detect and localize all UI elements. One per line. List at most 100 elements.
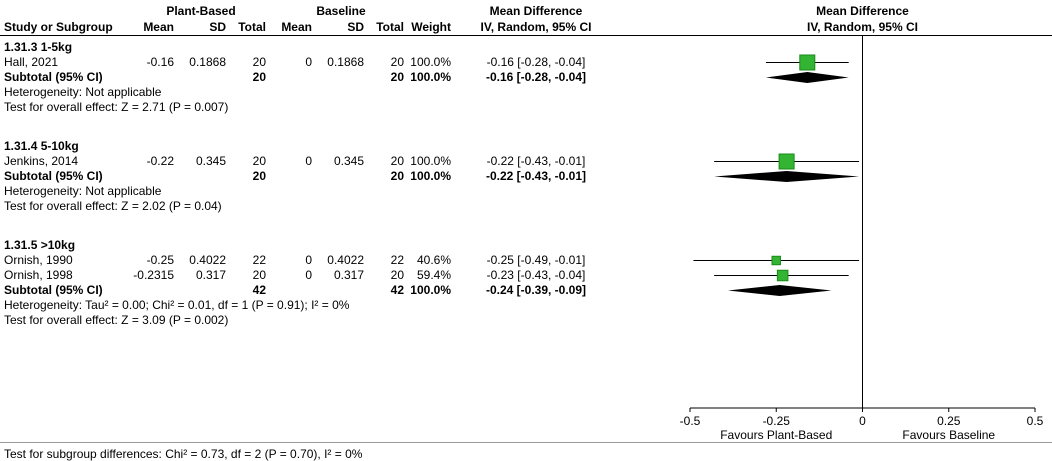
study-sd2: 0.1868 — [327, 55, 364, 69]
study-ci-text: -0.22 [-0.43, -0.01] — [486, 154, 586, 168]
subgroup-label: 1.31.4 5-10kg — [4, 139, 79, 153]
subtotal-total2: 42 — [390, 283, 404, 297]
study-total2: 22 — [390, 253, 404, 267]
subtotal-diamond — [727, 285, 832, 296]
study-sd2: 0.4022 — [327, 253, 364, 267]
study-total2: 20 — [390, 55, 404, 69]
forest-plot-canvas: -0.5 -0.25 0 0.25 0.5 Favours Plant-Based Favo… — [680, 36, 1044, 442]
study-total1: 20 — [252, 154, 266, 168]
plot-subtitle: IV, Random, 95% CI — [807, 20, 918, 34]
study-sd1: 0.1868 — [189, 55, 226, 69]
subgroup-label-row: 1.31.3 1-5kg — [0, 40, 1052, 55]
study-weight: 100.0% — [410, 55, 451, 69]
overall-effect-row: Test for overall effect: Z = 2.02 (P = 0… — [0, 199, 1052, 214]
study-ci-text: -0.25 [-0.49, -0.01] — [486, 253, 586, 267]
study-name: Ornish, 1998 — [4, 268, 73, 282]
col-weight-header: Weight — [411, 20, 451, 34]
table-header: Plant-Based Baseline Mean Difference Stu… — [0, 0, 1052, 36]
effect-square — [771, 255, 781, 266]
study-sd2: 0.345 — [333, 154, 364, 168]
subtotal-label: Subtotal (95% CI) — [4, 283, 103, 297]
group2-header: Baseline — [316, 4, 366, 18]
col-mean2-header: Mean — [281, 20, 312, 34]
col-sd2-header: SD — [347, 20, 364, 34]
study-row: Jenkins, 2014 -0.22 0.345 20 0 0.345 20 100.0% -… — [0, 154, 1052, 169]
subtotal-ci-text: -0.16 [-0.28, -0.04] — [485, 70, 587, 84]
favours-left-label: Favours Plant-Based — [720, 428, 832, 442]
study-total1: 20 — [252, 55, 266, 69]
col-mean1-header: Mean — [143, 20, 174, 34]
subtotal-total2: 20 — [390, 169, 404, 183]
favours-right-label: Favours Baseline — [902, 428, 995, 442]
overall-effect-text: Test for overall effect: Z = 2.02 (P = 0… — [4, 199, 222, 213]
study-mean1: -0.22 — [146, 154, 174, 168]
study-mean1: -0.2315 — [133, 268, 174, 282]
plot-title: Mean Difference — [816, 4, 909, 18]
axis-tick-label: 0.25 — [937, 414, 961, 428]
subtotal-total1: 20 — [252, 70, 266, 84]
subtotal-ci-text: -0.24 [-0.39, -0.09] — [485, 283, 587, 297]
subtotal-diamond — [714, 171, 860, 182]
subtotal-weight: 100.0% — [410, 70, 451, 84]
study-mean2: 0 — [305, 154, 312, 168]
effect-square — [799, 54, 816, 71]
heterogeneity-row: Heterogeneity: Tau² = 0.00; Chi² = 0.01,… — [0, 298, 1052, 313]
study-weight: 100.0% — [410, 154, 451, 168]
study-row: Hall, 2021 -0.16 0.1868 20 0 0.1868 20 100.0% -0… — [0, 55, 1052, 70]
subtotal-weight: 100.0% — [410, 283, 451, 297]
bottom-divider — [0, 442, 1052, 443]
subgroup-label-row: 1.31.4 5-10kg — [0, 139, 1052, 154]
study-total1: 22 — [252, 253, 266, 267]
subgroup-label: 1.31.3 1-5kg — [4, 40, 73, 54]
study-ci-text: -0.16 [-0.28, -0.04] — [486, 55, 586, 69]
subtotal-row: Subtotal (95% CI) 20 20 100.0% -0.16 [-0.28,… — [0, 70, 1052, 85]
heterogeneity-row: Heterogeneity: Not applicable — [0, 184, 1052, 199]
study-weight: 40.6% — [416, 253, 451, 267]
study-sd2: 0.317 — [333, 268, 364, 282]
study-total2: 20 — [390, 268, 404, 282]
study-total1: 20 — [252, 268, 266, 282]
effect-square — [778, 153, 795, 170]
study-sd1: 0.317 — [195, 268, 226, 282]
axis-tick-label: -0.25 — [763, 414, 791, 428]
subtotal-label: Subtotal (95% CI) — [4, 70, 103, 84]
overall-effect-row: Test for overall effect: Z = 3.09 (P = 0… — [0, 313, 1052, 328]
subtotal-row: Subtotal (95% CI) 42 42 100.0% -0.24 [-0.39,… — [0, 283, 1052, 298]
heterogeneity-text: Heterogeneity: Not applicable — [4, 184, 162, 198]
col-total1-header: Total — [238, 20, 266, 34]
group1-header: Plant-Based — [166, 4, 236, 18]
axis-tick-label: 0.5 — [1027, 414, 1044, 428]
col-sd1-header: SD — [209, 20, 226, 34]
study-sd1: 0.345 — [195, 154, 226, 168]
axis-tick-label: 0 — [859, 414, 866, 428]
subtotal-row: Subtotal (95% CI) 20 20 100.0% -0.22 [-0.43,… — [0, 169, 1052, 184]
study-mean1: -0.25 — [146, 253, 174, 267]
study-name: Hall, 2021 — [4, 55, 59, 69]
study-name: Ornish, 1990 — [4, 253, 73, 267]
study-ci-text: -0.23 [-0.43, -0.04] — [486, 268, 586, 282]
subtotal-label: Subtotal (95% CI) — [4, 169, 103, 183]
heterogeneity-row: Heterogeneity: Not applicable — [0, 85, 1052, 100]
study-total2: 20 — [390, 154, 404, 168]
study-name: Jenkins, 2014 — [4, 154, 79, 168]
study-mean2: 0 — [305, 55, 312, 69]
table-body: 1.31.3 1-5kg Hall, 2021 -0.16 0.1868 20 0 0.18… — [0, 36, 1052, 328]
heterogeneity-text: Heterogeneity: Tau² = 0.00; Chi² = 0.01,… — [4, 298, 350, 312]
overall-effect-text: Test for overall effect: Z = 3.09 (P = 0… — [4, 313, 229, 327]
study-weight: 59.4% — [416, 268, 451, 282]
axis-tick-label: -0.5 — [680, 414, 701, 428]
overall-effect-text: Test for overall effect: Z = 2.71 (P = 0… — [4, 100, 229, 114]
study-mean2: 0 — [305, 268, 312, 282]
header-group-row: Plant-Based Baseline Mean Difference — [0, 3, 1052, 19]
effect-column-header: Mean Difference — [489, 4, 583, 18]
header-columns-row: Study or Subgroup Mean SD Total Mean SD … — [0, 19, 1052, 35]
study-row: Ornish, 1998 -0.2315 0.317 20 0 0.317 20 59.4% -… — [0, 268, 1052, 283]
subgroup-label: 1.31.5 >10kg — [4, 238, 76, 252]
overall-effect-row: Test for overall effect: Z = 2.71 (P = 0… — [0, 100, 1052, 115]
study-row: Ornish, 1990 -0.25 0.4022 22 0 0.4022 22 40.6% -… — [0, 253, 1052, 268]
subtotal-diamond — [765, 72, 849, 83]
subgroup-label-row: 1.31.5 >10kg — [0, 238, 1052, 253]
subtotal-total1: 20 — [252, 169, 266, 183]
study-mean1: -0.16 — [146, 55, 174, 69]
